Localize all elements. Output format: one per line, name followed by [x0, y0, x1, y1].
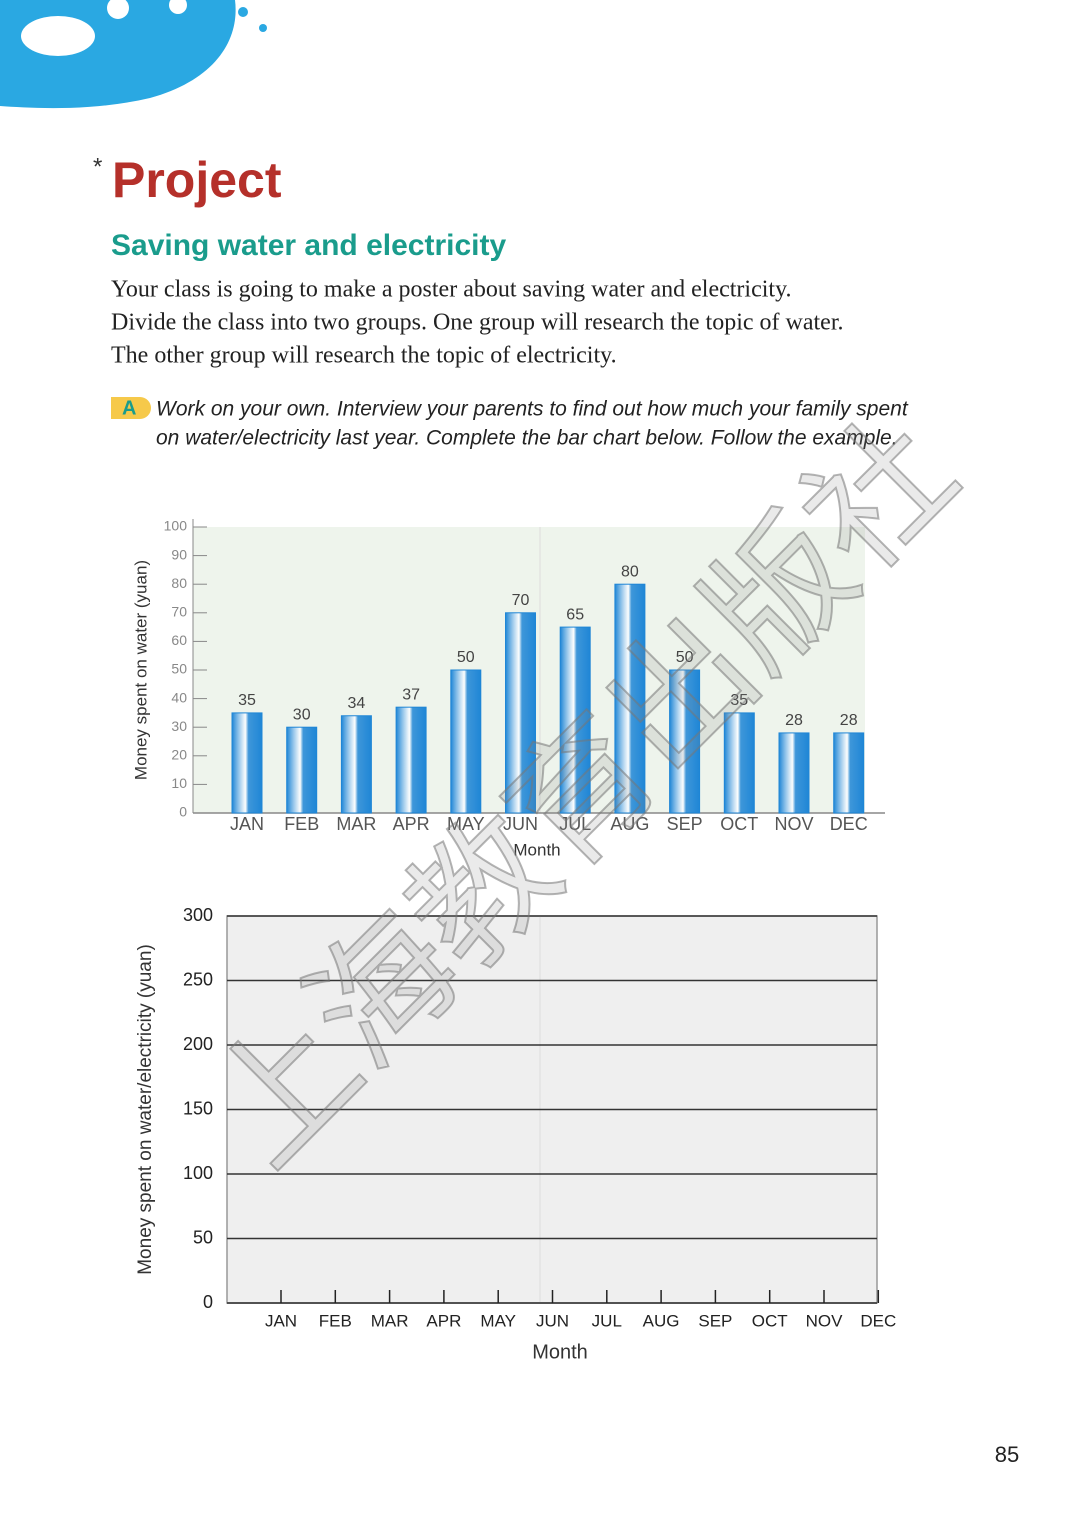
y-tick-label: 0 [203, 1292, 213, 1312]
bar-value-label: 34 [348, 695, 366, 712]
subtitle: Saving water and electricity [111, 229, 506, 262]
task-letter: A [122, 397, 136, 419]
x-tick-label: FEB [284, 814, 319, 834]
bar-value-label: 28 [785, 712, 803, 729]
bar [614, 583, 646, 814]
x-tick-label: SEP [667, 814, 703, 834]
task-line: on water/electricity last year. Complete… [156, 427, 898, 450]
x-tick-label: AUG [643, 1311, 680, 1330]
bar-value-label: 35 [730, 692, 748, 709]
x-tick-label: MAR [371, 1311, 409, 1330]
y-axis-label: Money spent on water (yuan) [131, 560, 150, 780]
x-axis-label: Month [532, 1341, 588, 1363]
x-tick-label: JAN [230, 814, 264, 834]
asterisk: * [93, 153, 102, 180]
x-tick-label: SEP [698, 1311, 732, 1330]
y-tick-label: 60 [171, 632, 187, 648]
x-tick-label: DEC [830, 814, 868, 834]
title: Project [112, 152, 282, 208]
paragraph-line: The other group will research the topic … [111, 343, 617, 369]
y-tick-label: 80 [171, 575, 187, 591]
x-tick-label: APR [426, 1311, 461, 1330]
x-tick-label: DEC [860, 1311, 896, 1330]
bar [450, 669, 482, 814]
bar [340, 715, 372, 814]
x-tick-label: JUN [503, 814, 538, 834]
y-tick-label: 100 [183, 1163, 213, 1183]
bar [395, 706, 427, 814]
x-tick-label: AUG [610, 814, 649, 834]
bar [505, 612, 536, 814]
x-tick-label: FEB [319, 1311, 352, 1330]
x-tick-label: JUL [592, 1311, 622, 1330]
bar [723, 712, 755, 814]
y-tick-label: 150 [183, 1098, 213, 1118]
task-badge [111, 397, 151, 419]
x-tick-label: MAY [480, 1311, 516, 1330]
x-tick-label: NOV [806, 1311, 844, 1330]
x-tick-label: MAY [447, 814, 485, 834]
charts: 0 10 20 30 40 50 60 70 80 90 100 JAN 35 FEB 30 MAR 34 APR… [131, 518, 896, 1364]
y-axis-label: Money spent on water/electricity (yuan) [135, 944, 156, 1275]
blob-dot [238, 7, 248, 17]
y-tick-label: 200 [183, 1034, 213, 1054]
y-tick-label: 50 [193, 1227, 213, 1247]
blob-spot [21, 16, 95, 56]
y-tick-label: 300 [183, 905, 213, 925]
bar [559, 626, 591, 814]
bar-value-label: 35 [238, 692, 256, 709]
y-tick-label: 30 [171, 718, 187, 734]
bar-value-label: 30 [293, 706, 311, 723]
x-tick-label: OCT [720, 814, 758, 834]
x-tick-label: OCT [752, 1311, 788, 1330]
y-tick-label: 90 [171, 546, 187, 562]
paragraph-line: Your class is going to make a poster abo… [111, 277, 792, 303]
y-tick-label: 70 [171, 604, 187, 620]
bar [669, 669, 701, 814]
bar-value-label: 50 [457, 649, 475, 666]
x-axis-label: Month [513, 840, 560, 859]
bar [778, 732, 810, 814]
x-tick-label: JUL [559, 814, 591, 834]
blob-spot [169, 0, 187, 14]
paragraph-line: Divide the class into two groups. One gr… [111, 310, 843, 336]
y-tick-label: 0 [179, 804, 187, 820]
bar-value-label: 70 [512, 592, 530, 609]
x-tick-label: JUN [536, 1311, 569, 1330]
x-tick-label: JAN [265, 1311, 297, 1330]
bar [286, 726, 318, 814]
bar-value-label: 80 [621, 563, 639, 580]
bar-value-label: 28 [840, 712, 858, 729]
bar-value-label: 50 [676, 649, 694, 666]
y-tick-label: 250 [183, 969, 213, 989]
y-tick-label: 50 [171, 661, 187, 677]
bar-value-label: 65 [566, 606, 584, 623]
bar [231, 712, 263, 814]
task-line: Work on your own. Interview your parents… [156, 398, 909, 421]
y-tick-label: 40 [171, 689, 187, 705]
page-number: 85 [995, 1442, 1019, 1467]
blob-spot [107, 0, 129, 19]
y-tick-label: 20 [171, 747, 187, 763]
blob-dot [259, 24, 267, 32]
y-tick-label: 10 [171, 775, 187, 791]
bar [833, 732, 865, 814]
bar-value-label: 37 [402, 686, 420, 703]
x-tick-label: NOV [774, 814, 813, 834]
x-tick-label: MAR [336, 814, 376, 834]
y-tick-label: 100 [164, 518, 188, 534]
x-tick-label: APR [393, 814, 430, 834]
